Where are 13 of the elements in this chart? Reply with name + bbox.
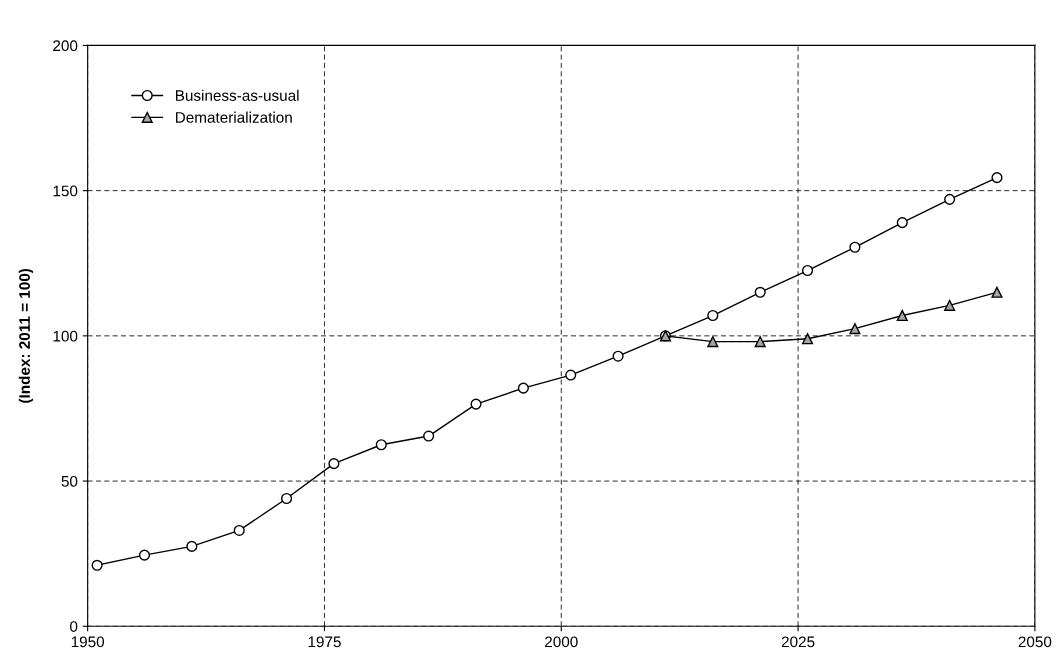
y-tick-label: 0 (70, 621, 78, 632)
y-axis-title: (Index: 2011 = 100) (18, 268, 33, 403)
y-tick-label: 200 (53, 40, 78, 52)
y-tick-label: 150 (53, 185, 78, 197)
x-tick-label: 2000 (545, 636, 578, 648)
x-tick-label: 2025 (781, 636, 815, 648)
y-tick-label: 50 (61, 475, 78, 487)
x-tick-label: 1975 (308, 636, 341, 648)
legend-label: Business-as-usual (175, 89, 299, 101)
x-tick-label: 2050 (1018, 636, 1052, 648)
y-tick-label: 100 (53, 330, 78, 342)
x-tick-label: 1950 (71, 636, 105, 648)
legend-label: Dematerialization (175, 111, 292, 123)
